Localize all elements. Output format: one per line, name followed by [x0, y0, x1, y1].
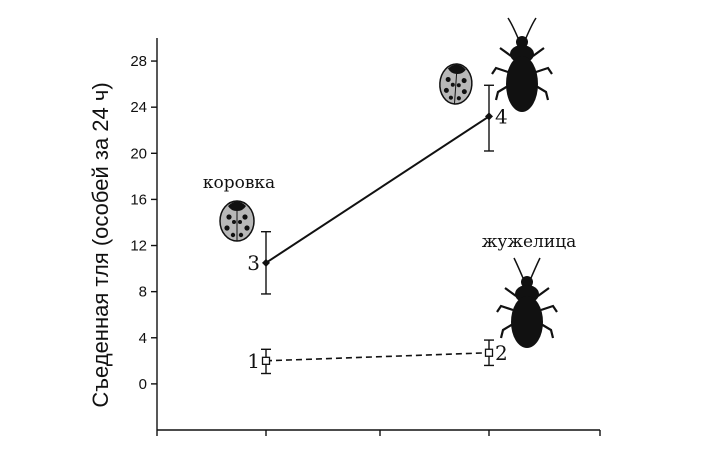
y-tick-label: 4 — [139, 330, 147, 347]
annotation-ground-beetle-label: жужелица — [482, 232, 577, 252]
data-point — [485, 112, 493, 121]
data-point — [484, 348, 494, 357]
data-point-label: 3 — [247, 251, 260, 275]
y-tick-label: 16 — [130, 191, 147, 208]
ladybug-icon — [439, 63, 473, 105]
data-point — [261, 356, 271, 365]
y-tick-label: 24 — [130, 99, 147, 116]
y-tick-label: 0 — [139, 376, 147, 393]
y-ticks: 0 4 8 12 16 20 24 28 — [130, 53, 157, 393]
series-line — [265, 351, 490, 362]
series-line — [265, 115, 490, 264]
ground-beetle-icon — [491, 17, 553, 112]
ladybug-icon — [219, 200, 255, 242]
y-tick-label: 20 — [130, 145, 147, 162]
data-point-label: 4 — [495, 104, 508, 128]
axes — [156, 38, 601, 436]
ground-beetle-icon — [496, 257, 558, 348]
y-tick-label: 28 — [130, 53, 147, 70]
data-point — [262, 258, 270, 267]
y-tick-label: 8 — [139, 284, 147, 301]
annotation-ladybug-label: коровка — [203, 173, 275, 193]
y-tick-label: 12 — [130, 238, 147, 255]
data-point-label: 1 — [247, 349, 260, 373]
y-axis-label: Съеденная тля (особей за 24 ч) — [88, 82, 113, 407]
series-layer: 1 2 3 4 — [247, 84, 508, 375]
data-point-label: 2 — [495, 341, 508, 365]
